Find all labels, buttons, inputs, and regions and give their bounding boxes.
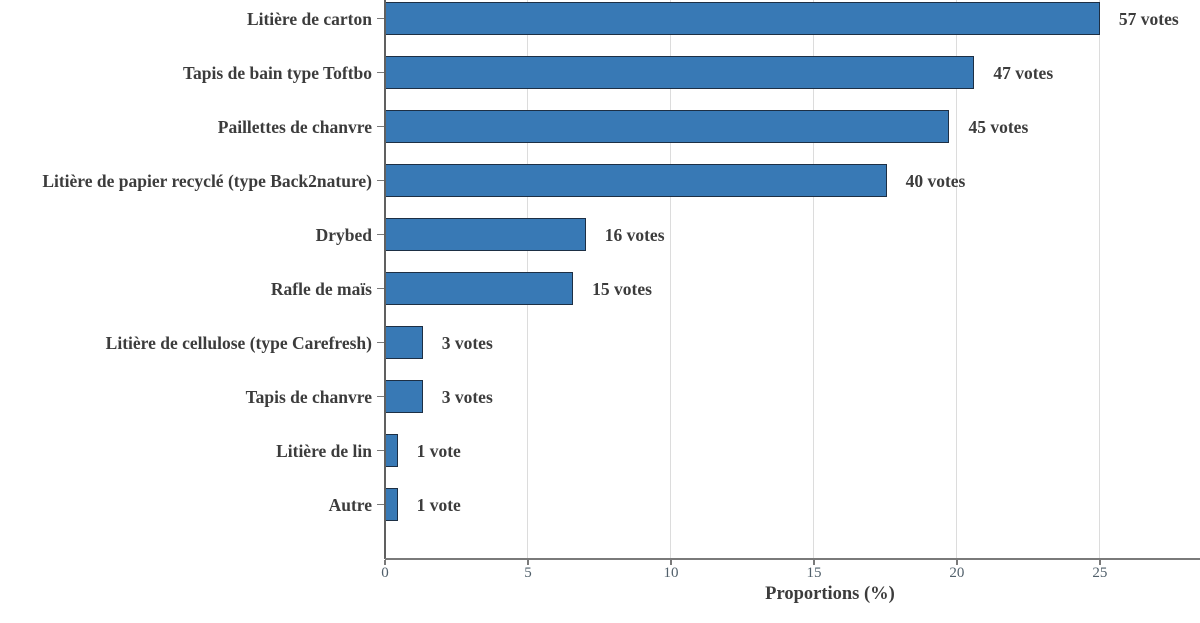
bar	[385, 2, 1100, 35]
x-tick-label: 0	[381, 565, 389, 581]
y-tick-mark	[377, 233, 384, 236]
bar	[385, 488, 398, 521]
value-label: 15 votes	[592, 278, 652, 299]
bar	[385, 110, 950, 143]
y-tick-mark	[377, 71, 384, 74]
bar	[385, 218, 586, 251]
category-label: Litière de cellulose (type Carefresh)	[105, 332, 372, 353]
y-tick-mark	[377, 125, 384, 128]
y-tick-mark	[377, 449, 384, 452]
bar	[385, 56, 975, 89]
category-label: Litière de lin	[276, 440, 372, 461]
y-tick-mark	[377, 395, 384, 398]
value-label: 1 vote	[416, 494, 461, 515]
bar	[385, 164, 887, 197]
x-tick-mark	[670, 559, 672, 565]
value-label: 47 votes	[993, 62, 1054, 83]
bar	[385, 434, 398, 467]
value-label: 45 votes	[968, 116, 1029, 137]
x-tick-mark	[813, 559, 815, 565]
x-tick-label: 15	[806, 565, 822, 581]
category-label: Rafle de maïs	[270, 278, 372, 299]
value-label: 40 votes	[905, 170, 966, 191]
category-label: Autre	[328, 494, 372, 515]
y-axis-line	[384, 0, 386, 559]
bar	[385, 380, 423, 413]
value-label: 16 votes	[604, 224, 665, 245]
category-label: Paillettes de chanvre	[217, 116, 372, 137]
x-tick-mark	[527, 559, 529, 565]
bar	[385, 326, 423, 359]
category-label: Drybed	[315, 224, 372, 245]
x-tick-label: 5	[524, 565, 532, 581]
x-axis-line	[385, 558, 1200, 560]
y-tick-mark	[377, 503, 384, 506]
category-label: Tapis de chanvre	[245, 386, 372, 407]
value-label: 1 vote	[416, 440, 461, 461]
value-label: 57 votes	[1118, 8, 1179, 29]
bar	[385, 272, 574, 305]
category-label: Litière de papier recyclé (type Back2nat…	[42, 170, 372, 191]
x-tick-mark	[384, 559, 386, 565]
value-label: 3 votes	[441, 386, 493, 407]
gridline	[813, 0, 815, 558]
category-label: Litière de carton	[246, 8, 372, 29]
x-tick-label: 25	[1092, 565, 1108, 581]
x-tick-mark	[1099, 559, 1101, 565]
x-tick-label: 20	[949, 565, 965, 581]
y-tick-mark	[377, 17, 384, 20]
x-axis-title: Proportions (%)	[765, 584, 895, 604]
y-tick-mark	[377, 341, 384, 344]
y-tick-mark	[377, 287, 384, 290]
gridline	[956, 0, 958, 558]
y-tick-mark	[377, 179, 384, 182]
x-tick-mark	[956, 559, 958, 565]
gridline	[670, 0, 672, 558]
x-tick-label: 10	[663, 565, 679, 581]
value-label: 3 votes	[441, 332, 493, 353]
category-label: Tapis de bain type Toftbo	[182, 62, 372, 83]
gridline	[1099, 0, 1101, 558]
